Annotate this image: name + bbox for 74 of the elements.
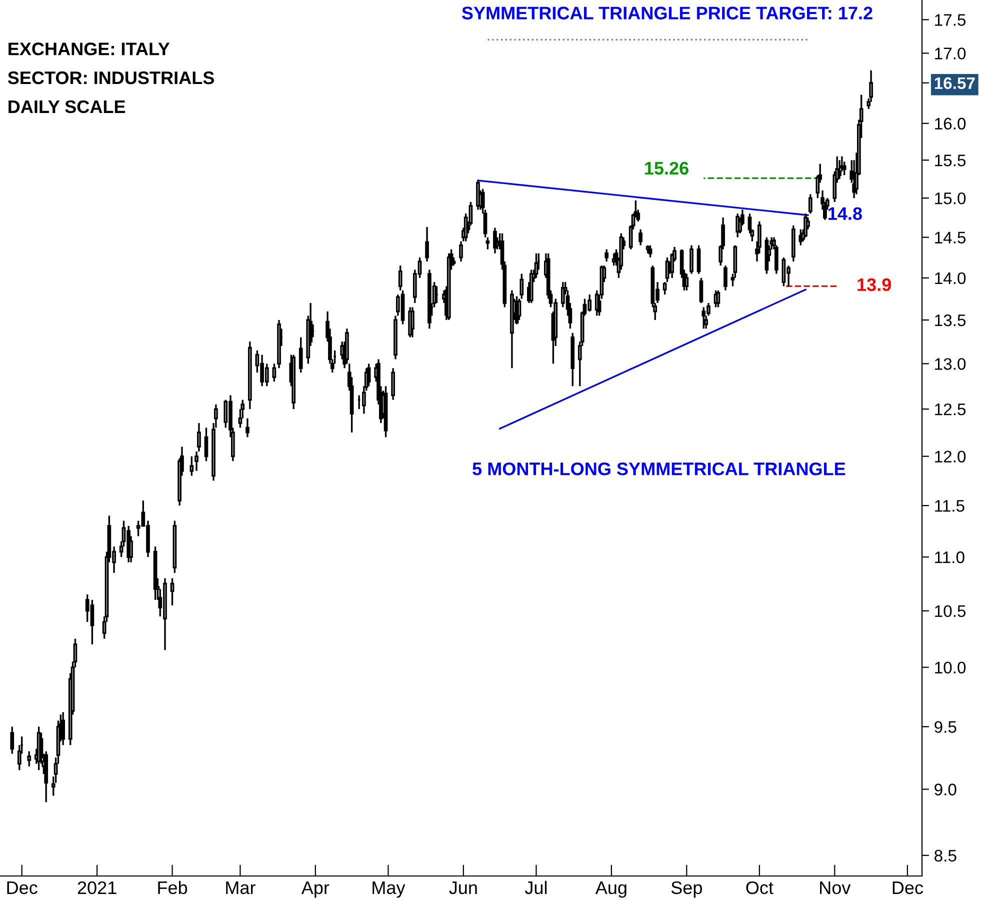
x-tick-label: Aug xyxy=(595,882,626,898)
annotation: EXCHANGE: ITALY xyxy=(8,42,170,56)
candlestick xyxy=(366,362,371,387)
y-tick-label: 14.5 xyxy=(935,232,966,244)
y-tick-label: 11.5 xyxy=(935,500,964,512)
candlestick xyxy=(190,455,194,477)
x-tick-label: Jul xyxy=(524,880,547,894)
y-tick-label: 12.5 xyxy=(935,403,966,416)
x-tick-label: Apr xyxy=(301,882,330,898)
y-tick-label: 17.0 xyxy=(935,48,966,60)
x-tick-label: Mar xyxy=(226,882,256,894)
x-tick-label: Dec xyxy=(892,882,924,894)
y-tick-label: 16.57 xyxy=(934,77,975,90)
candlestick xyxy=(459,240,463,262)
x-tick-label: Oct xyxy=(746,881,774,894)
candlestick xyxy=(197,422,201,452)
candlestick xyxy=(398,264,402,292)
x-tick-label: Nov xyxy=(820,882,851,894)
y-tick-label: 9.0 xyxy=(934,784,956,796)
text: 5 MONTH-LONG SYMMETRICAL TRIANGLE xyxy=(472,462,846,476)
candlestick xyxy=(699,277,704,304)
candlestick xyxy=(298,336,303,374)
candlestick xyxy=(170,577,174,606)
candlestick xyxy=(520,272,524,300)
candlestick xyxy=(10,726,14,755)
y-tick-label: 16.0 xyxy=(935,118,966,130)
candlestick xyxy=(425,226,429,262)
series-label: 15.26 xyxy=(645,162,688,175)
x-tick-label: Jun xyxy=(449,882,477,894)
y-tick-label: 13.5 xyxy=(935,314,966,326)
candlestick xyxy=(410,306,414,338)
candlestick xyxy=(716,290,720,308)
series-label: 14.8 xyxy=(828,207,862,220)
candlestick xyxy=(204,426,208,462)
x-tick-label: May xyxy=(372,882,406,898)
y-tick-label: 15.5 xyxy=(935,154,966,166)
y-tick-label: 17.5 xyxy=(935,14,966,26)
candlestick xyxy=(272,362,276,382)
annotation: DAILY SCALE xyxy=(8,100,126,114)
candlestick xyxy=(391,367,395,401)
candlestick xyxy=(246,418,250,438)
candlestick xyxy=(534,252,538,279)
y-tick-label: 10.5 xyxy=(935,605,966,618)
candlestick xyxy=(804,212,808,238)
candlestick xyxy=(842,160,846,176)
candlestick xyxy=(684,272,689,292)
series-label: 13.9 xyxy=(858,278,891,292)
candlestick xyxy=(662,281,667,296)
y-tick-label: 13.0 xyxy=(935,358,966,370)
candlestick xyxy=(696,244,701,275)
annotation: SECTOR: INDUSTRIALS xyxy=(8,71,214,84)
candlestick xyxy=(838,159,842,180)
candlestick xyxy=(638,228,642,246)
y-tick-label: 15.0 xyxy=(935,192,966,204)
x-tick-label: Sep xyxy=(671,881,702,898)
y-tick-label: 10.0 xyxy=(935,662,966,674)
y-tick-label: 11.0 xyxy=(935,551,964,564)
x-tick-label: 2021 xyxy=(78,881,116,894)
candlestick xyxy=(194,450,198,472)
x-tick-label: Feb xyxy=(158,880,188,894)
y-tick-label: 14.0 xyxy=(935,272,966,284)
candlestick xyxy=(808,193,812,214)
annotation: SYMMETRICAL TRIANGLE PRICE TARGET: 17.2 xyxy=(462,6,872,20)
y-tick-label: 12.0 xyxy=(935,450,966,463)
candlestick xyxy=(486,236,490,250)
candlestick xyxy=(604,248,609,262)
candlestick xyxy=(517,298,522,321)
x-tick-label: Dec xyxy=(7,882,38,894)
y-tick-label: 9.5 xyxy=(934,721,956,733)
candlestick xyxy=(27,750,32,768)
candlestick xyxy=(724,264,728,292)
candlestick xyxy=(690,244,694,275)
candlestick xyxy=(493,226,497,254)
y-tick-label: 8.5 xyxy=(934,850,956,862)
